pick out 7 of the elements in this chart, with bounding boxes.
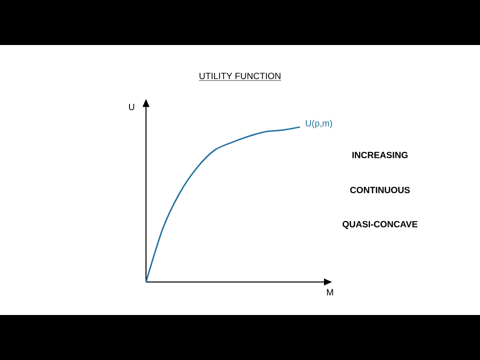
chart-title: UTILITY FUNCTION: [200, 72, 280, 80]
y-axis-title: U: [129, 104, 134, 110]
x-axis-title: M: [327, 289, 334, 296]
text: INCREASING: [352, 152, 408, 158]
series-label: U(p,m): [306, 120, 332, 128]
text: CONTINUOUS: [350, 186, 410, 194]
text: QUASI-CONCAVE: [342, 220, 418, 230]
